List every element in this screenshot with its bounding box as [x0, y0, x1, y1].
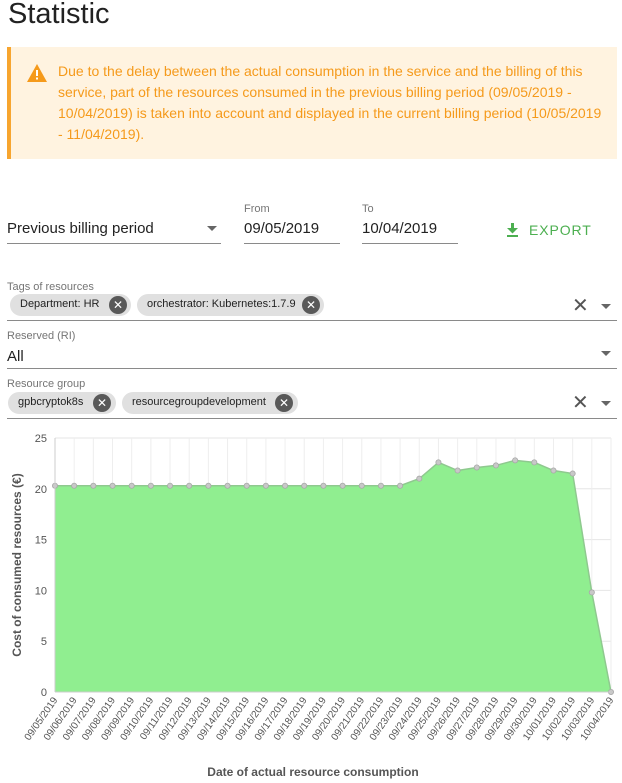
- chevron-down-icon[interactable]: [601, 351, 611, 356]
- tags-filter-label: Tags of resources: [7, 281, 94, 293]
- area-series: [55, 460, 611, 692]
- data-point: [282, 482, 289, 489]
- data-point: [377, 482, 384, 489]
- data-point: [512, 457, 519, 464]
- data-point: [358, 482, 365, 489]
- y-axis-title: Cost of consumed resources (€): [10, 473, 24, 656]
- download-icon: [507, 223, 518, 237]
- y-tick-label: 25: [35, 433, 47, 445]
- remove-chip-icon[interactable]: ✕: [302, 296, 320, 314]
- from-date-field[interactable]: From 09/05/2019: [244, 199, 340, 244]
- data-point: [205, 482, 212, 489]
- data-point: [454, 467, 461, 474]
- export-button[interactable]: EXPORT: [500, 215, 600, 245]
- tag-chip-label: orchestrator: Kubernetes:1.7.9: [147, 298, 296, 310]
- data-point: [71, 482, 78, 489]
- remove-chip-icon[interactable]: ✕: [109, 296, 127, 314]
- data-point: [435, 459, 442, 466]
- y-tick-label: 20: [35, 484, 47, 496]
- data-point: [90, 482, 97, 489]
- tag-chip[interactable]: Department: HR ✕: [10, 294, 131, 316]
- to-date-value: 10/04/2019: [362, 220, 438, 237]
- data-point: [531, 459, 538, 466]
- chevron-down-icon[interactable]: [601, 401, 611, 406]
- remove-chip-icon[interactable]: ✕: [275, 394, 293, 412]
- clear-icon[interactable]: ✕: [572, 392, 589, 414]
- data-point: [569, 470, 576, 477]
- from-date-label: From: [244, 203, 270, 215]
- data-point: [473, 464, 480, 471]
- data-point: [301, 482, 308, 489]
- data-point: [147, 482, 154, 489]
- chevron-down-icon: [207, 226, 217, 231]
- y-tick-label: 5: [41, 636, 47, 648]
- to-date-label: To: [362, 203, 374, 215]
- billing-period-select[interactable]: Previous billing period: [7, 210, 221, 244]
- reserved-filter[interactable]: Reserved (RI) All: [7, 330, 617, 369]
- reserved-filter-label: Reserved (RI): [7, 330, 76, 342]
- data-point: [397, 482, 404, 489]
- data-point: [186, 482, 193, 489]
- resource-group-chip-label: gpbcryptok8s: [18, 396, 84, 408]
- data-point: [339, 482, 346, 489]
- y-tick-label: 10: [35, 585, 47, 597]
- data-point: [416, 475, 423, 482]
- data-point: [167, 482, 174, 489]
- reserved-filter-value: All: [7, 348, 24, 365]
- export-label: EXPORT: [529, 222, 592, 238]
- chevron-down-icon[interactable]: [601, 304, 611, 309]
- x-axis-title: Date of actual resource consumption: [207, 765, 418, 779]
- data-point: [224, 482, 231, 489]
- page-title: Statistic: [8, 0, 110, 30]
- data-point: [320, 482, 327, 489]
- alert-message: Due to the delay between the actual cons…: [58, 63, 602, 142]
- tag-chip-label: Department: HR: [20, 298, 100, 310]
- data-point: [588, 589, 595, 596]
- data-point: [109, 482, 116, 489]
- resource-group-chip[interactable]: gpbcryptok8s ✕: [8, 392, 116, 414]
- from-date-value: 09/05/2019: [244, 220, 320, 237]
- data-point: [550, 467, 557, 474]
- tag-chip[interactable]: orchestrator: Kubernetes:1.7.9 ✕: [137, 294, 324, 316]
- data-point: [262, 482, 269, 489]
- to-date-field[interactable]: To 10/04/2019: [362, 199, 458, 244]
- resource-group-label: Resource group: [7, 378, 86, 390]
- billing-period-value: Previous billing period: [7, 220, 154, 237]
- series-line: [55, 459, 612, 693]
- resource-group-chip[interactable]: resourcegroupdevelopment ✕: [122, 392, 298, 414]
- resource-group-filter[interactable]: Resource group gpbcryptok8s ✕ resourcegr…: [7, 378, 617, 419]
- data-point: [243, 482, 250, 489]
- warning-icon: [27, 64, 47, 82]
- tags-filter[interactable]: Tags of resources Department: HR ✕ orche…: [7, 281, 617, 321]
- data-point: [492, 462, 499, 469]
- info-alert: Due to the delay between the actual cons…: [7, 47, 617, 159]
- remove-chip-icon[interactable]: ✕: [93, 394, 111, 412]
- resource-group-chip-label: resourcegroupdevelopment: [132, 396, 266, 408]
- cost-chart: 051015202509/05/201909/06/201909/07/2019…: [10, 433, 617, 779]
- y-tick-label: 15: [35, 535, 47, 547]
- data-point: [128, 482, 135, 489]
- y-tick-label: 0: [41, 687, 47, 699]
- clear-icon[interactable]: ✕: [572, 295, 589, 317]
